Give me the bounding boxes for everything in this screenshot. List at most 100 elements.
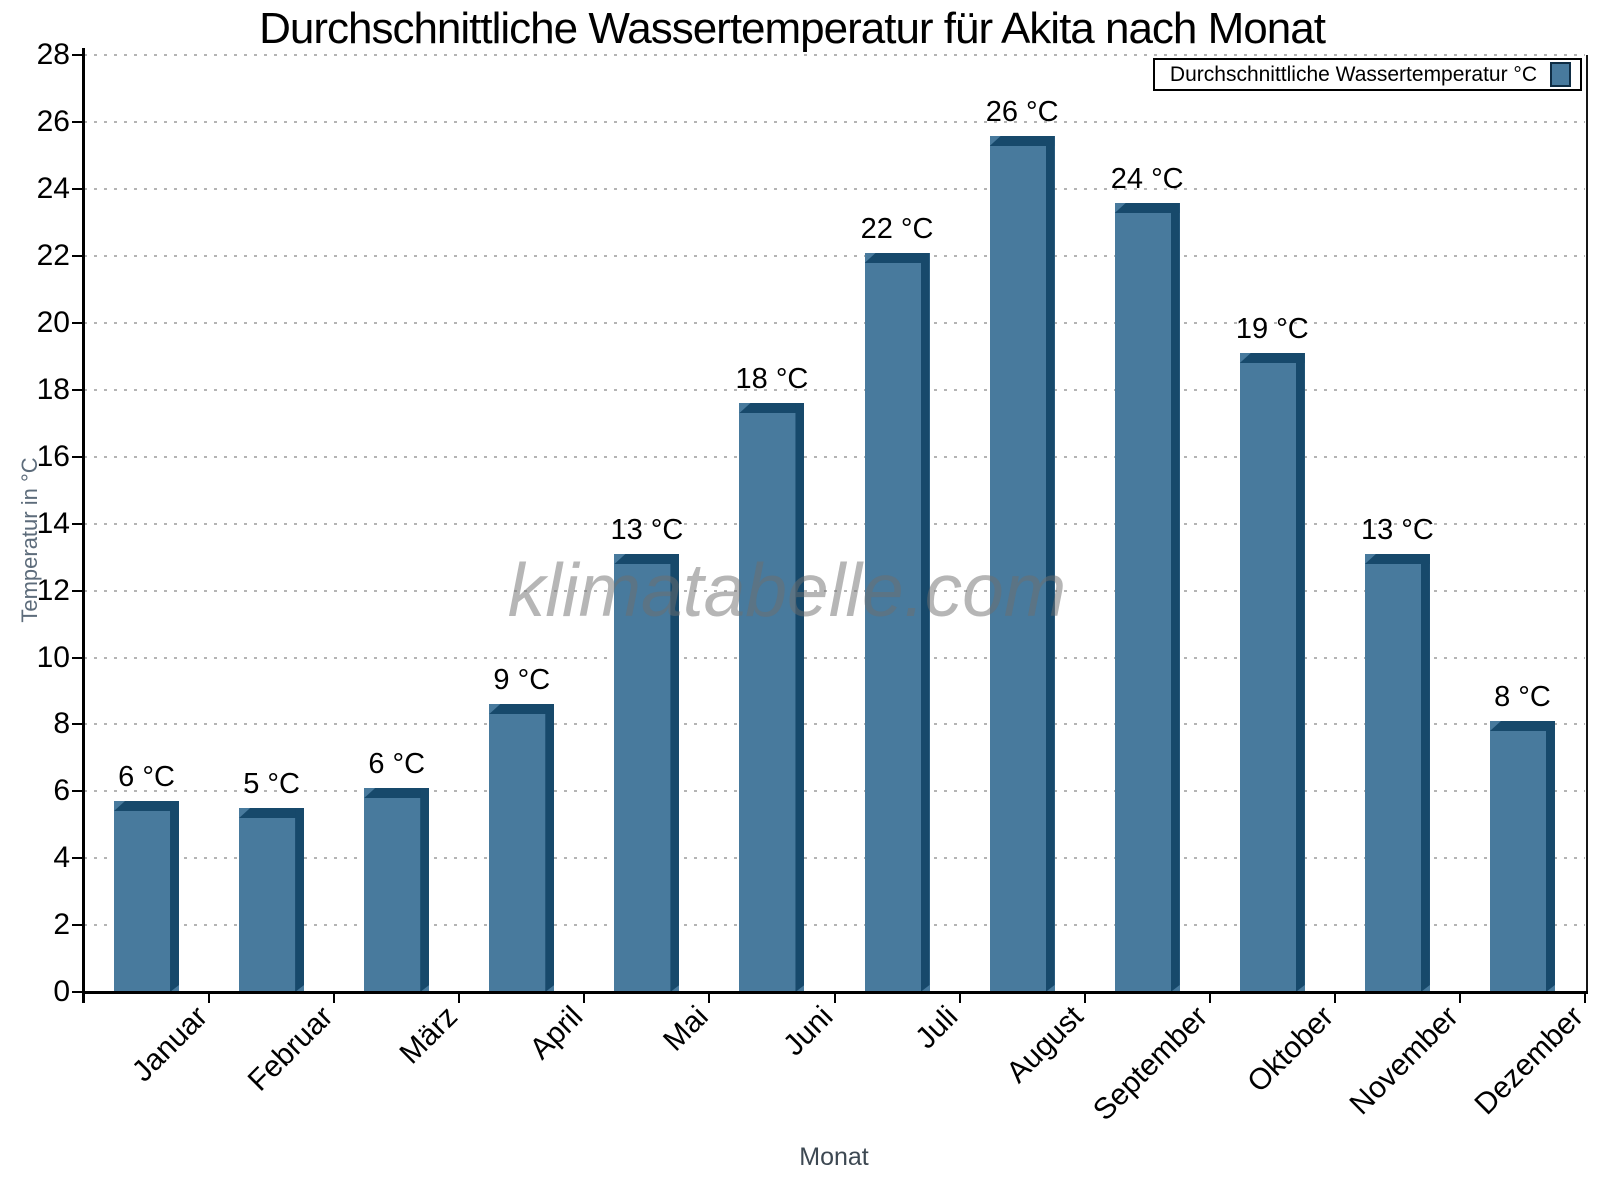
gridline-20: [84, 322, 1585, 324]
x-tick-label-märz: März: [393, 1000, 465, 1071]
x-tick-label-november: November: [1343, 1000, 1465, 1122]
bar-september: [1114, 203, 1180, 992]
y-axis-line: [82, 48, 85, 1003]
value-label-oktober: 19 °C: [1235, 313, 1309, 345]
bar-januar: [114, 801, 180, 992]
y-tick-label-10: 10: [36, 640, 70, 674]
y-tick-label-8: 8: [53, 707, 70, 741]
y-tick-label-18: 18: [36, 372, 70, 406]
y-axis-tick-8: [72, 723, 84, 726]
value-label-juni: 18 °C: [735, 363, 809, 395]
bar-august: [989, 136, 1055, 992]
y-axis-tick-24: [72, 188, 84, 191]
x-axis-tick-9: [1208, 992, 1211, 1003]
y-tick-label-4: 4: [53, 841, 70, 875]
x-axis-tick-10: [1333, 992, 1336, 1003]
bar-mai: [614, 554, 680, 992]
plot-right-border: [1586, 55, 1588, 992]
x-axis-tick-7: [958, 992, 961, 1003]
bar-juli: [864, 253, 930, 992]
gridline-28: [84, 54, 1585, 57]
x-axis-tick-3: [458, 992, 461, 1003]
gridline-6: [84, 790, 1585, 793]
legend: Durchschnittliche Wassertemperatur °C: [1153, 58, 1582, 91]
bar-juni: [739, 403, 805, 992]
bar-märz: [364, 788, 430, 992]
value-label-januar: 6 °C: [118, 761, 175, 793]
gridline-10: [84, 656, 1585, 659]
gridline-8: [84, 723, 1585, 726]
y-tick-label-14: 14: [36, 506, 70, 540]
y-tick-label-16: 16: [36, 439, 70, 473]
bar-november: [1364, 554, 1430, 992]
x-tick-label-dezember: Dezember: [1468, 1000, 1590, 1122]
x-tick-label-juli: Juli: [909, 1000, 965, 1056]
gridline-22: [84, 255, 1585, 258]
y-axis-tick-14: [72, 522, 84, 525]
y-tick-label-12: 12: [36, 573, 70, 607]
value-label-mai: 13 °C: [610, 514, 684, 546]
y-axis-tick-26: [72, 121, 84, 124]
x-axis-tick-1: [208, 992, 211, 1003]
x-tick-label-januar: Januar: [125, 1000, 214, 1089]
x-tick-label-februar: Februar: [241, 1000, 339, 1098]
y-axis-tick-18: [72, 388, 84, 391]
y-axis-tick-4: [72, 857, 84, 860]
y-tick-label-28: 28: [36, 38, 70, 72]
value-label-februar: 5 °C: [243, 768, 300, 800]
legend-swatch-icon: [1550, 62, 1571, 87]
watermark: klimatabelle.com: [507, 548, 1067, 632]
gridline-12: [84, 589, 1585, 592]
y-axis-tick-20: [72, 322, 84, 324]
gridline-14: [84, 522, 1585, 525]
bar-dezember: [1489, 721, 1555, 992]
value-label-dezember: 8 °C: [1494, 681, 1551, 713]
gridline-26: [84, 121, 1585, 124]
y-axis-tick-12: [72, 589, 84, 592]
bar-februar: [239, 808, 305, 992]
y-tick-label-0: 0: [53, 975, 70, 1008]
x-axis-tick-4: [583, 992, 586, 1003]
x-tick-label-september: September: [1087, 1000, 1215, 1128]
gridline-2: [84, 924, 1585, 927]
x-tick-label-mai: Mai: [656, 1000, 715, 1058]
bar-oktober: [1239, 353, 1305, 992]
y-tick-label-6: 6: [53, 774, 70, 808]
value-label-september: 24 °C: [1110, 163, 1184, 195]
gridline-4: [84, 857, 1585, 860]
y-axis-tick-28: [72, 54, 84, 57]
y-tick-label-24: 24: [36, 172, 70, 206]
x-axis-tick-8: [1083, 992, 1086, 1003]
value-label-juli: 22 °C: [860, 213, 934, 245]
x-axis-tick-12: [1584, 992, 1586, 1003]
value-label-november: 13 °C: [1360, 514, 1434, 546]
x-tick-label-august: August: [1000, 1000, 1090, 1090]
y-tick-label-20: 20: [36, 306, 70, 339]
legend-label: Durchschnittliche Wassertemperatur °C: [1169, 62, 1537, 86]
y-axis-tick-16: [72, 455, 84, 458]
gridline-16: [84, 455, 1585, 458]
value-label-märz: 6 °C: [368, 748, 426, 780]
x-axis-tick-11: [1458, 992, 1461, 1003]
bar-april: [489, 704, 555, 992]
y-axis-tick-0: [72, 991, 84, 993]
y-axis-tick-6: [72, 790, 84, 793]
x-tick-label-juni: Juni: [777, 1000, 840, 1063]
x-tick-label-oktober: Oktober: [1240, 1000, 1340, 1099]
chart-title: Durchschnittliche Wassertemperatur für A…: [259, 4, 1326, 53]
value-label-august: 26 °C: [985, 96, 1059, 128]
y-tick-label-22: 22: [36, 239, 70, 273]
y-axis-tick-22: [72, 255, 84, 258]
x-axis-tick-5: [708, 992, 711, 1003]
value-label-april: 9 °C: [493, 664, 551, 696]
y-axis-tick-2: [72, 924, 84, 927]
gridline-18: [84, 388, 1585, 391]
y-axis-tick-10: [72, 656, 84, 659]
x-axis-line: [84, 991, 1588, 994]
x-axis-tick-6: [833, 992, 836, 1003]
x-tick-label-april: April: [523, 1000, 590, 1066]
gridline-24: [84, 188, 1585, 191]
y-tick-label-2: 2: [53, 908, 70, 942]
x-axis-title: Monat: [799, 1143, 869, 1171]
